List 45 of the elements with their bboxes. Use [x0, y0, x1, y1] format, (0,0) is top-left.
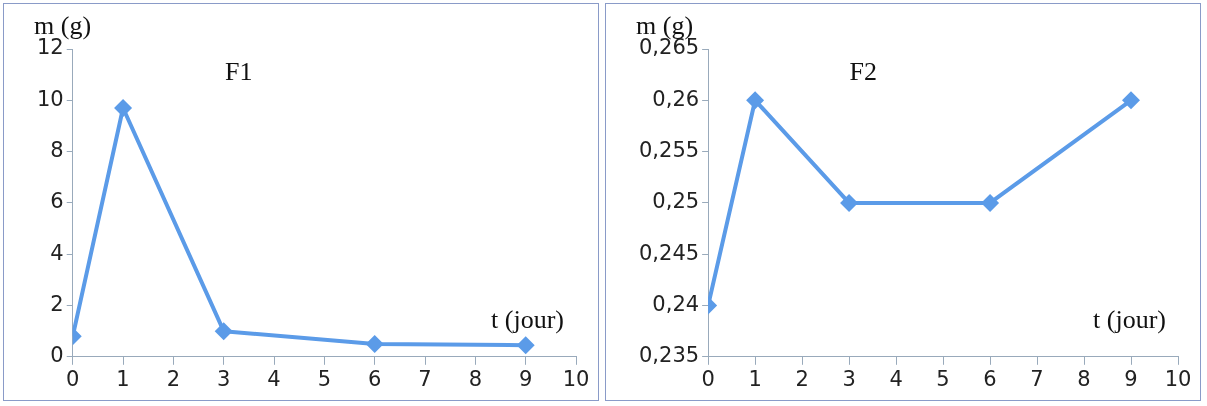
x-tick-label: 2	[166, 366, 181, 391]
y-tick-label: 6	[50, 189, 64, 214]
x-tick-label: 5	[317, 366, 332, 391]
x-tick-label: 3	[842, 366, 856, 391]
x-tick-label: 3	[217, 366, 231, 391]
x-tick-label: 6	[983, 366, 997, 391]
x-tick-label: 5	[936, 366, 950, 391]
y-tick-label: 0,235	[638, 343, 700, 368]
y-tick-label: 2	[50, 291, 64, 316]
x-tick-label: 9	[1124, 366, 1138, 391]
x-tick-label: 8	[1077, 366, 1091, 391]
chart-title: F2	[849, 56, 877, 86]
x-tick-label: 7	[418, 366, 432, 391]
x-tick-label: 8	[468, 366, 483, 391]
point	[114, 99, 133, 117]
x-tick-label: 10	[562, 366, 590, 391]
x-tick-label: 4	[889, 366, 903, 391]
point	[214, 322, 233, 341]
y-tick-label: 8	[50, 138, 64, 163]
y-tick-label: 4	[50, 240, 64, 265]
x-tick-label: 7	[1030, 366, 1044, 391]
x-tick-label: 2	[795, 366, 809, 391]
y-tick-label: 0,24	[652, 291, 700, 316]
y-tick-label: 0,255	[638, 138, 700, 163]
y-tick-label: 0,26	[652, 86, 700, 111]
x-tick-label: 0	[66, 366, 80, 391]
x-tick-label: 1	[116, 366, 130, 391]
y-tick-label: 0,25	[652, 189, 700, 214]
x-tick-label: 4	[267, 366, 281, 391]
x-axis-title: t (jour)	[491, 304, 564, 334]
x-axis-title: t (jour)	[1093, 304, 1166, 334]
point	[365, 334, 384, 353]
chart-title: F1	[225, 56, 253, 86]
point	[1122, 91, 1141, 110]
x-tick-label: 6	[368, 366, 382, 391]
point	[981, 193, 1000, 212]
point	[516, 336, 535, 355]
y-tick-label: 0,245	[638, 240, 700, 265]
y-tick-label: 10	[36, 86, 64, 111]
x-tick-label: 9	[518, 366, 533, 391]
x-tick-label: 10	[1164, 366, 1192, 391]
y-tick-label: 0	[50, 343, 64, 368]
point	[746, 91, 765, 110]
x-tick-label: 1	[748, 366, 762, 391]
y-tick-label: 12	[36, 35, 64, 60]
